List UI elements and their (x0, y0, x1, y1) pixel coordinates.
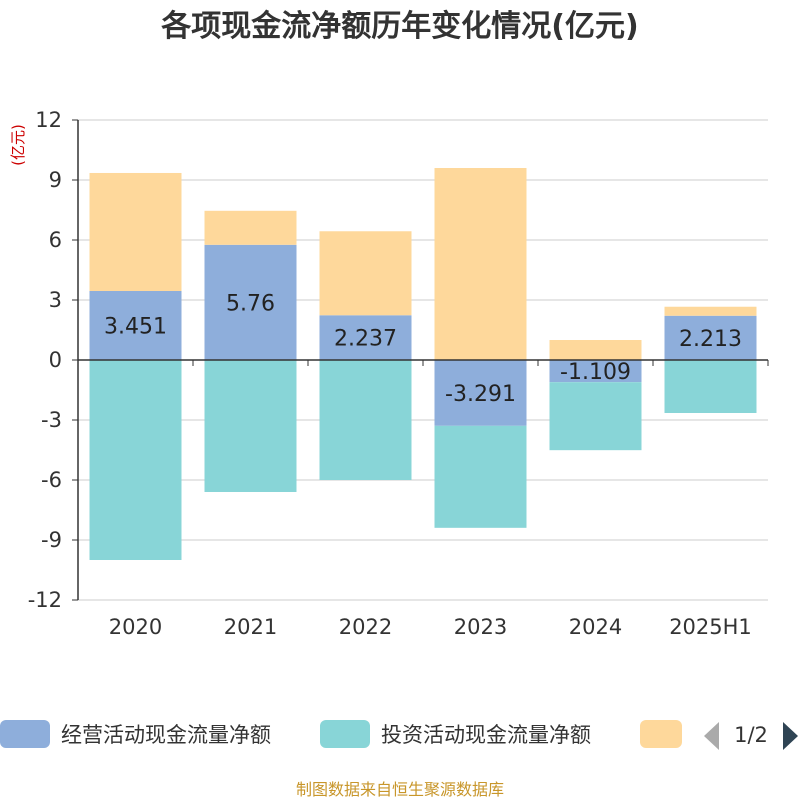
bars (89, 168, 757, 560)
bar[interactable] (204, 360, 297, 492)
bar[interactable] (549, 340, 642, 360)
axes (72, 119, 769, 601)
y-tick-labels: 12 9 6 3 0 -3 -6 -9 -12 (28, 108, 62, 612)
legend-pager-label: 1/2 (734, 723, 768, 747)
y-tick-label: -9 (41, 528, 62, 552)
x-tick-label: 2024 (569, 615, 622, 639)
x-tick-label: 2025H1 (669, 615, 752, 639)
y-tick-label: 12 (35, 108, 62, 132)
x-tick-label: 2020 (109, 615, 162, 639)
y-tick-label: -6 (41, 468, 62, 492)
y-tick-label: 6 (49, 228, 62, 252)
y-tick-label: 3 (49, 288, 62, 312)
bar[interactable] (204, 244, 297, 360)
data-labels: 3.451 5.76 2.237 -3.291 -1.109 2.213 (104, 291, 742, 407)
bar[interactable] (89, 172, 182, 291)
bar[interactable] (319, 360, 412, 480)
legend-label-investing[interactable]: 投资活动现金流量净额 (381, 723, 591, 747)
grid-lines (78, 119, 768, 601)
bar[interactable] (549, 382, 642, 451)
legend-swatch-third[interactable] (640, 720, 682, 748)
bar[interactable] (664, 360, 757, 413)
legend-swatch-operating[interactable] (0, 720, 50, 748)
bar[interactable] (434, 360, 527, 426)
bar[interactable] (89, 290, 182, 360)
source-note: 制图数据来自恒生聚源数据库 (296, 780, 504, 799)
data-label: 2.237 (334, 327, 397, 352)
data-label: -3.291 (445, 382, 516, 407)
bar[interactable] (664, 306, 757, 316)
y-axis-unit: (亿元) (9, 124, 27, 166)
bar[interactable] (204, 210, 297, 245)
x-tick-label: 2023 (454, 615, 507, 639)
y-tick-label: 0 (49, 348, 62, 372)
bar[interactable] (434, 168, 527, 360)
bar[interactable] (89, 360, 182, 560)
legend-swatch-investing[interactable] (320, 720, 370, 748)
data-label: 3.451 (104, 314, 167, 339)
data-label: -1.109 (560, 360, 631, 385)
legend-label-operating[interactable]: 经营活动现金流量净额 (61, 723, 271, 747)
bar[interactable] (549, 360, 642, 383)
y-tick-label: -12 (28, 588, 62, 612)
bar[interactable] (434, 425, 527, 528)
bar[interactable] (319, 231, 412, 316)
bar[interactable] (319, 315, 412, 360)
x-tick-label: 2021 (224, 615, 277, 639)
legend-next-page-icon[interactable] (783, 722, 798, 750)
x-tick-label: 2022 (339, 615, 392, 639)
x-tick-labels: 2020 2021 2022 2023 2024 2025H1 (109, 615, 752, 639)
y-tick-label: -3 (41, 408, 62, 432)
legend-prev-page-icon[interactable] (704, 722, 719, 750)
data-label: 2.213 (679, 327, 742, 352)
legend: 经营活动现金流量净额 投资活动现金流量净额 1/2 (0, 720, 798, 750)
data-label: 5.76 (226, 291, 275, 316)
chart-title: 各项现金流净额历年变化情况(亿元) (160, 9, 638, 44)
y-tick-label: 9 (49, 168, 62, 192)
bar[interactable] (664, 315, 757, 360)
